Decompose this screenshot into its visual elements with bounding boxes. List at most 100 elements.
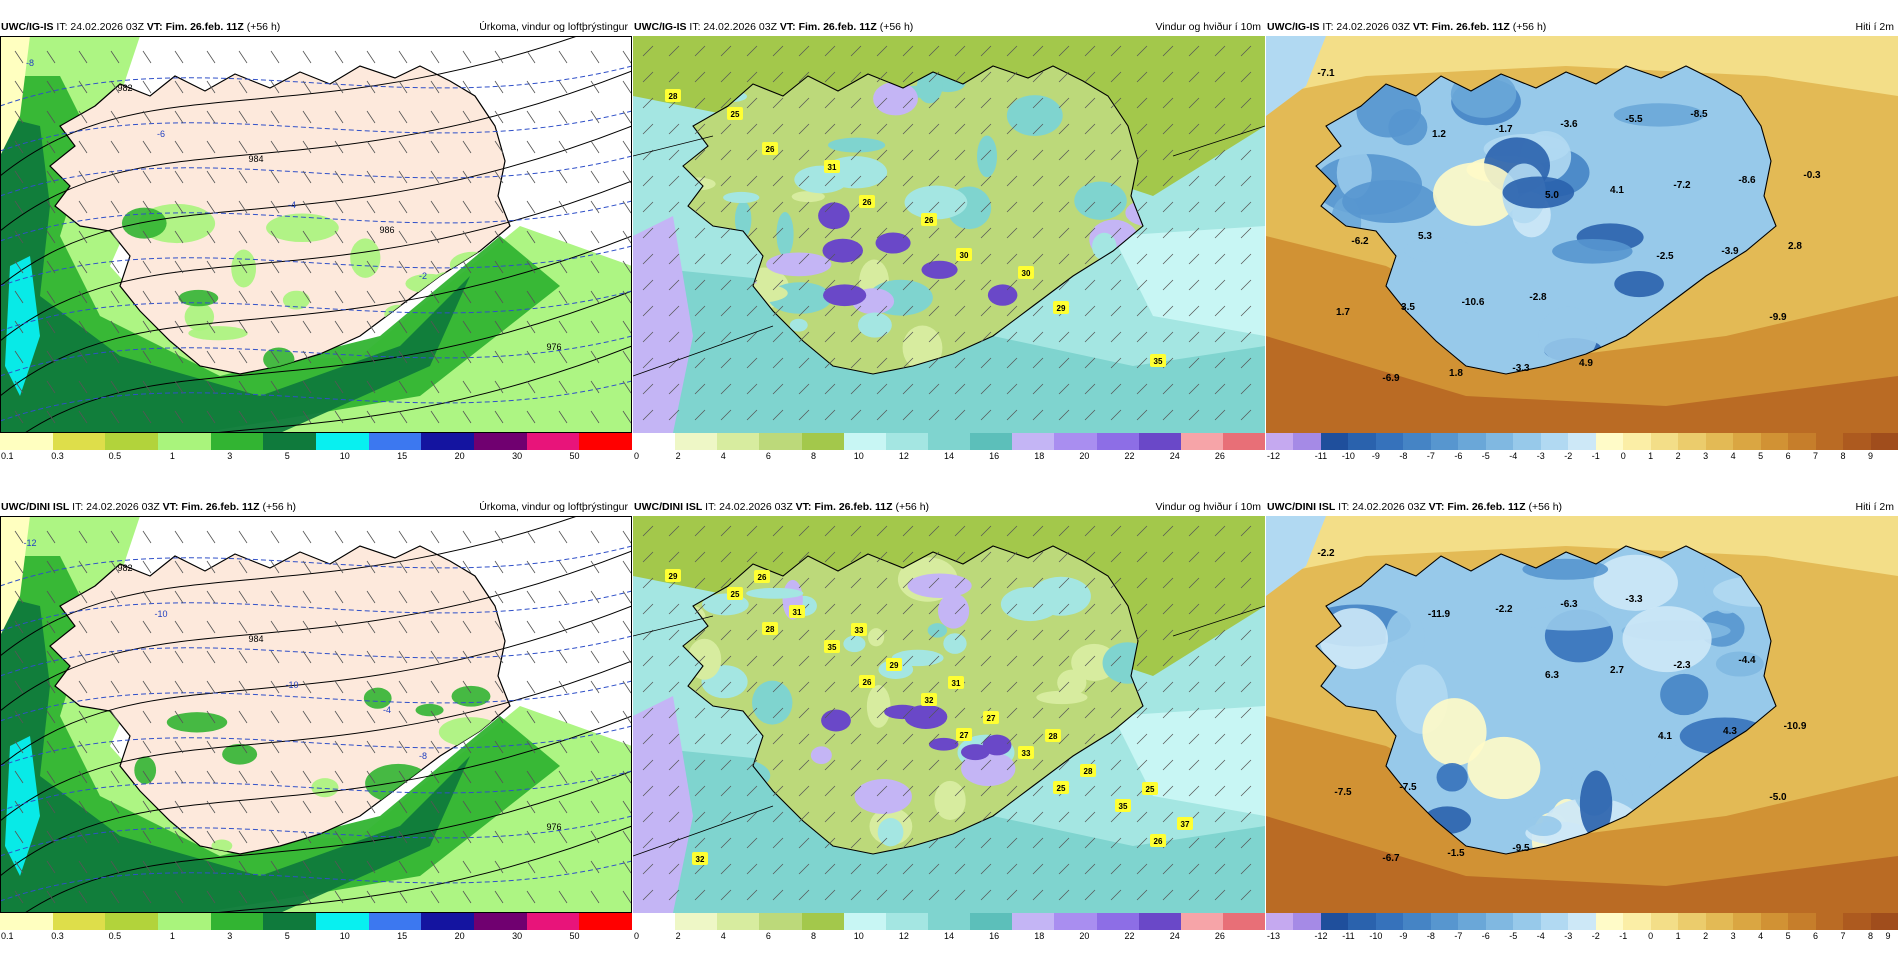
wind-arrow <box>642 681 654 693</box>
wind-arrow <box>850 525 862 537</box>
colorbar-swatch <box>1815 913 1844 930</box>
wind-arrow <box>1162 71 1174 83</box>
wind-barb <box>206 260 216 274</box>
wind-barb <box>206 800 216 814</box>
forecast-map[interactable]: -2.2 -11.9 6.3 4.1 -5.0 -6.7 -2.2 2.7 4.3 -7.5 -1.… <box>1266 516 1898 913</box>
wind-barb <box>206 890 216 904</box>
wind-arrow <box>694 889 706 901</box>
wind-barb <box>110 620 120 634</box>
wind-barb <box>78 830 88 844</box>
colorbar-tick-label: -3 <box>1536 451 1545 461</box>
wind-barb <box>430 710 440 724</box>
wind-arrow <box>824 123 836 135</box>
colorbar-tick-label: -1 <box>1591 451 1600 461</box>
colorbar-swatch <box>0 913 53 930</box>
wind-barb <box>334 260 344 274</box>
wind-arrow <box>772 785 784 797</box>
wind-barb <box>206 350 216 364</box>
wind-barb <box>590 650 600 664</box>
wind-arrow <box>1136 305 1148 317</box>
wind-arrow <box>850 733 862 745</box>
colorbar-tick-label: 30 <box>512 451 523 461</box>
wind-arrow <box>1136 123 1148 135</box>
wind-barb <box>366 650 376 664</box>
wind-arrow <box>1006 525 1018 537</box>
wind-barb <box>558 800 568 814</box>
wind-barb <box>270 320 280 334</box>
wind-arrow <box>850 551 862 563</box>
wind-barb <box>270 200 280 214</box>
wind-arrow <box>1058 331 1070 343</box>
wind-arrow <box>928 45 940 57</box>
wind-cell <box>776 212 794 257</box>
precip-cell <box>121 207 167 239</box>
gust-label: 33 <box>1022 749 1031 758</box>
wind-barb <box>398 800 408 814</box>
wind-barb <box>526 860 536 874</box>
isobar <box>0 125 632 287</box>
wind-barb <box>494 200 504 214</box>
contour-label: -4 <box>383 705 391 715</box>
wind-barb <box>174 860 184 874</box>
map-canvas: -2.2-11.96.34.1-5.0-6.7-2.22.74.3-7.5-1.… <box>1266 516 1898 913</box>
wind-barb <box>110 530 120 544</box>
wind-barb <box>558 230 568 244</box>
temperature-cell <box>1403 237 1474 263</box>
wind-barb <box>430 860 440 874</box>
forecast-map[interactable]: 29 28 26 27 25 26 25 35 32 33 35 32 31 29 27 28 37 26 33 31… <box>633 516 1265 913</box>
wind-arrow <box>1162 759 1174 771</box>
forecast-map[interactable]: -12 -10 -10 -8 976 982 984 -4 <box>0 516 632 913</box>
colorbar-swatch <box>1843 913 1871 930</box>
colorbar-tick-label: 0 <box>634 931 640 941</box>
wind-barb <box>430 590 440 604</box>
wind-barb <box>110 710 120 724</box>
wind-barb <box>238 860 248 874</box>
wind-barb <box>462 80 472 94</box>
colorbar-tick-label: 4 <box>1730 451 1736 461</box>
wind-barb <box>238 530 248 544</box>
wind-zone <box>1113 226 1265 336</box>
wind-barb <box>558 260 568 274</box>
contour-label: 982 <box>117 563 132 573</box>
wind-arrow <box>1084 279 1096 291</box>
gust-label-bg <box>921 213 937 226</box>
wind-barb <box>110 380 120 394</box>
wind-barb <box>14 200 24 214</box>
wind-arrow <box>720 279 732 291</box>
isobar <box>208 825 632 913</box>
wind-barb <box>142 620 152 634</box>
temperature-label: 5.3 <box>1418 231 1432 242</box>
wind-arrow <box>1214 733 1226 745</box>
wind-barb <box>494 800 504 814</box>
wind-arrow <box>798 681 810 693</box>
wind-arrow <box>876 863 888 875</box>
wind-arrow <box>1214 681 1226 693</box>
wind-arrow <box>1110 45 1122 57</box>
wind-arrow <box>1162 603 1174 615</box>
colorbar-swatch <box>1430 913 1459 930</box>
forecast-map[interactable]: -8 -6 -4 -2 976 982 984 986 <box>0 36 632 433</box>
wind-arrow <box>928 97 940 109</box>
wind-barb <box>206 740 216 754</box>
wind-barb <box>366 230 376 244</box>
wind-barb <box>110 560 120 574</box>
forecast-map[interactable]: -7.1 1.2 5.0 -2.5 -9.9 -6.9 -1.7 4.1 -3.9 1.7 1.8-… <box>1266 36 1898 433</box>
wind-barb <box>526 680 536 694</box>
wind-arrow <box>746 123 758 135</box>
wind-barb <box>206 770 216 784</box>
wind-arrow <box>1032 759 1044 771</box>
colorbar-tick-label: -12 <box>1314 931 1328 941</box>
wind-barb <box>174 560 184 574</box>
colorbar-swatch <box>1705 913 1734 930</box>
wind-barb <box>142 530 152 544</box>
wind-cell <box>828 137 886 153</box>
wind-arrow <box>746 551 758 563</box>
land-iceland <box>682 545 1144 855</box>
colorbar-tick-label: 5 <box>284 451 290 461</box>
forecast-map[interactable]: 28 26 26 30 29 35 25 31 26 30 <box>633 36 1265 433</box>
wind-barb <box>590 680 600 694</box>
wind-barb <box>142 80 152 94</box>
wind-arrow <box>980 889 992 901</box>
wind-arrow <box>850 603 862 615</box>
colorbar <box>1266 433 1899 450</box>
